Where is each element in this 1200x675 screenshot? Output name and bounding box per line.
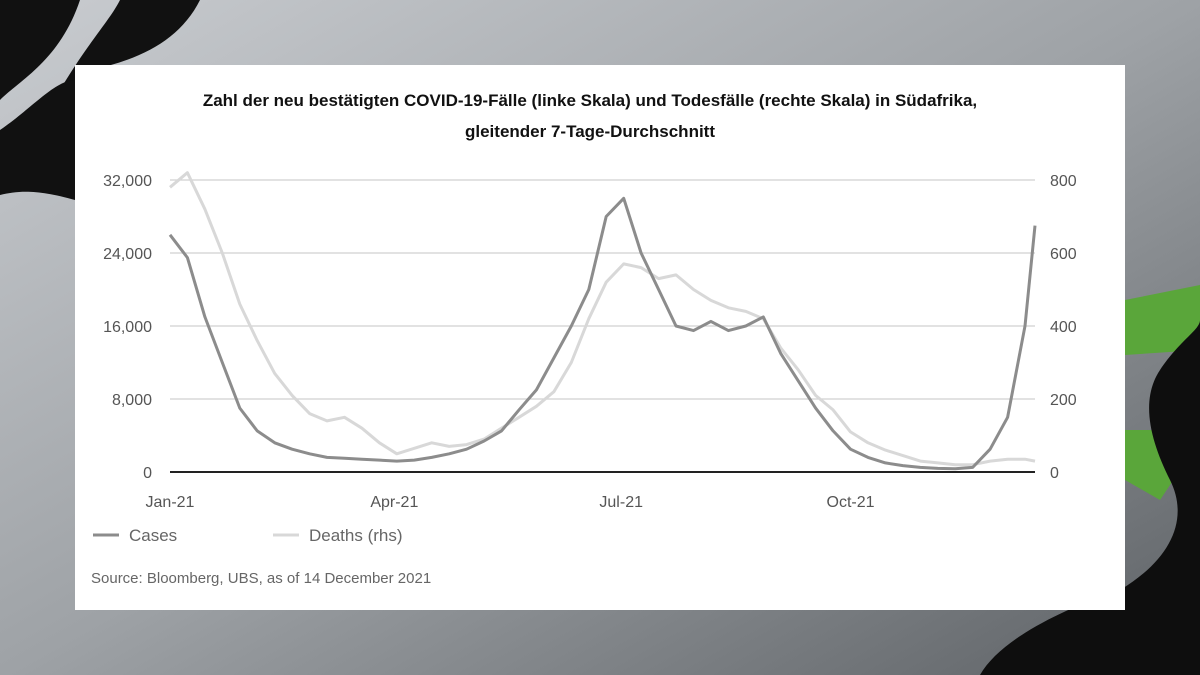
y-right-tick-label: 200 [1050,392,1077,409]
series-layer [168,171,1037,471]
x-tick-label: Jan-21 [146,494,195,511]
chart-title-line-1: Zahl der neu bestätigten COVID-19-Fälle … [202,91,978,110]
y-left-tick-label: 0 [143,465,152,482]
legend-label: Deaths (rhs) [309,526,403,545]
y-axis-right: 800 600 400 200 0 [1050,173,1077,482]
cases-line [168,196,1037,471]
y-right-tick-label: 400 [1050,319,1077,336]
source-note: Source: Bloomberg, UBS, as of 14 Decembe… [91,570,432,587]
x-tick-label: Apr-21 [370,494,418,511]
y-left-tick-label: 16,000 [103,319,152,336]
legend: Cases Deaths (rhs) [93,526,403,545]
y-axis-left: 32,000 24,000 16,000 8,000 0 [103,173,152,482]
y-left-tick-label: 8,000 [112,392,152,409]
legend-label: Cases [129,526,177,545]
y-right-tick-label: 600 [1050,246,1077,263]
chart-title-line-2: gleitender 7-Tage-Durchschnitt [465,122,715,141]
y-left-tick-label: 32,000 [103,173,152,190]
x-axis: Jan-21 Apr-21 Jul-21 Oct-21 [146,494,875,511]
x-tick-label: Jul-21 [599,494,643,511]
grid-lines [170,179,1035,473]
line-chart: 32,000 24,000 16,000 8,000 0 800 600 400 200 0 J… [93,171,1077,545]
x-tick-label: Oct-21 [827,494,875,511]
y-left-tick-label: 24,000 [103,246,152,263]
chart-title: Zahl der neu bestätigten COVID-19-Fälle … [75,85,1105,147]
y-right-tick-label: 0 [1050,465,1059,482]
chart-card: Zahl der neu bestätigten COVID-19-Fälle … [75,65,1125,610]
deaths-line [169,171,1036,467]
y-right-tick-label: 800 [1050,173,1077,190]
